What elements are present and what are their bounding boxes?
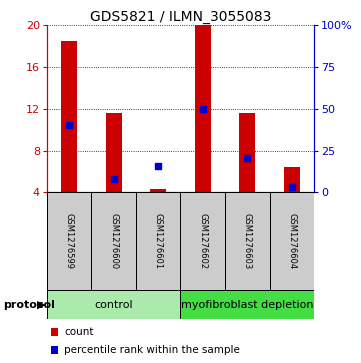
Text: GSM1276602: GSM1276602 [198,213,207,269]
Text: GSM1276599: GSM1276599 [65,213,74,269]
Bar [270,192,314,290]
Bar [180,290,314,319]
Point [111,176,117,182]
Bar [47,290,180,319]
Bar [225,192,270,290]
Bar [106,113,122,192]
Bar [91,192,136,290]
Text: control: control [95,300,133,310]
Bar [180,192,225,290]
Point [289,184,295,190]
Text: percentile rank within the sample: percentile rank within the sample [64,345,240,355]
Title: GDS5821 / ILMN_3055083: GDS5821 / ILMN_3055083 [90,11,271,24]
Bar [151,189,166,192]
Text: GSM1276600: GSM1276600 [109,213,118,269]
Bar [284,167,300,192]
Point [66,122,72,127]
Point [155,163,161,169]
Point [200,106,206,112]
Text: protocol: protocol [4,300,56,310]
Text: GSM1276604: GSM1276604 [287,213,296,269]
Bar [239,113,255,192]
Point [244,155,250,161]
Text: count: count [64,327,93,337]
Text: GSM1276601: GSM1276601 [154,213,163,269]
Bar [47,192,91,290]
Bar [195,25,210,192]
Bar [61,41,77,192]
Text: GSM1276603: GSM1276603 [243,213,252,269]
Bar [136,192,180,290]
Text: ▶: ▶ [37,300,46,310]
Text: myofibroblast depletion: myofibroblast depletion [181,300,314,310]
